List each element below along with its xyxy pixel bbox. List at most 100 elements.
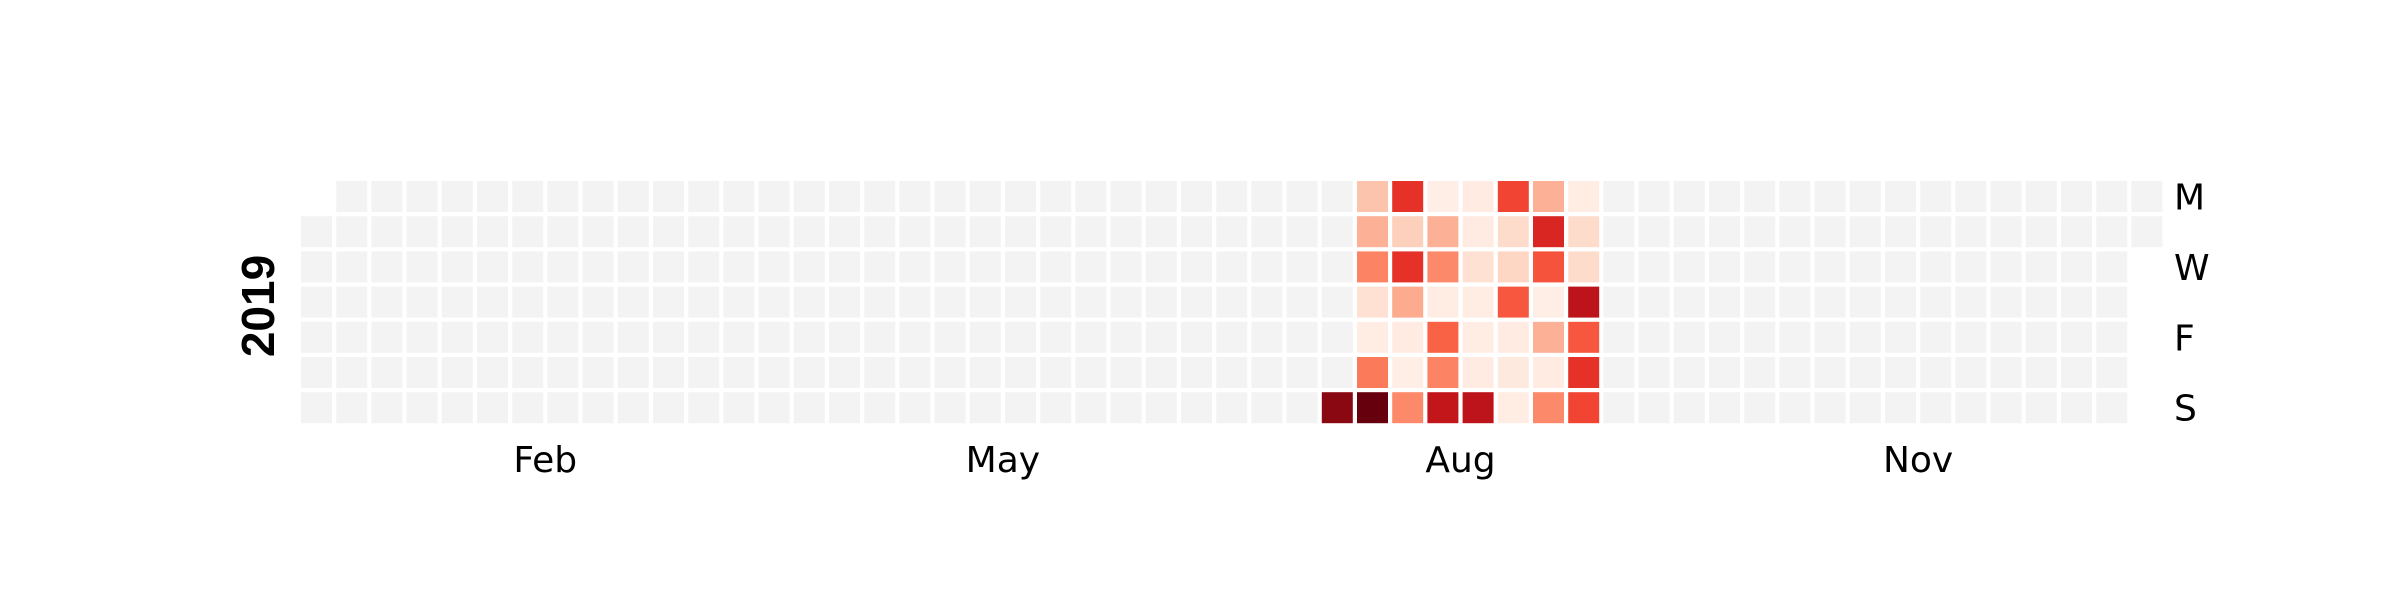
heatmap-cell-active [1462, 181, 1494, 212]
heatmap-cell-empty [1321, 357, 1353, 388]
heatmap-cell-empty [2061, 181, 2092, 212]
heatmap-cell-empty [1849, 216, 1881, 248]
heatmap-cell-empty [723, 286, 755, 318]
heatmap-cell-empty [969, 181, 1001, 212]
heatmap-cell-empty [2096, 392, 2128, 424]
heatmap-cell-empty [2061, 286, 2092, 318]
heatmap-cell-empty [758, 181, 790, 212]
heatmap-cell-empty [441, 181, 473, 212]
heatmap-cell-empty [1920, 181, 1952, 212]
heatmap-cell-active [1568, 286, 1600, 318]
heatmap-cell-empty [441, 216, 473, 248]
heatmap-cell-empty [688, 286, 720, 318]
heatmap-cell-empty [1075, 286, 1107, 318]
month-label: Feb [513, 440, 577, 481]
heatmap-cell-active [1427, 181, 1459, 212]
heatmap-cell-empty [1145, 321, 1177, 353]
heatmap-cell-empty [1603, 216, 1635, 248]
heatmap-cell-empty [1603, 321, 1635, 353]
heatmap-cell-active [1392, 321, 1424, 353]
heatmap-cell-empty [864, 181, 896, 212]
heatmap-cell-empty [2025, 251, 2057, 283]
heatmap-cell-empty [653, 392, 684, 424]
heatmap-cell-empty [1040, 251, 1072, 283]
heatmap-cell-empty [1814, 181, 1846, 212]
heatmap-cell-empty [547, 251, 579, 283]
heatmap-cell-empty [1814, 321, 1846, 353]
heatmap-cell-empty [547, 181, 579, 212]
heatmap-cell-active [1568, 251, 1600, 283]
heatmap-cell-active [1427, 286, 1459, 318]
heatmap-cell-empty [1005, 181, 1036, 212]
heatmap-cell-empty [2061, 216, 2092, 248]
heatmap-cell-empty [1040, 181, 1072, 212]
heatmap-cell-empty [617, 286, 649, 318]
heatmap-cell-active [1568, 321, 1600, 353]
heatmap-cell-empty [1744, 321, 1776, 353]
heatmap-cell-empty [1955, 251, 1987, 283]
heatmap-cell-empty [899, 357, 931, 388]
heatmap-cell-empty [969, 321, 1001, 353]
heatmap-cell-empty [934, 181, 966, 212]
heatmap-cell-empty [1251, 357, 1283, 388]
heatmap-cell-empty [1005, 357, 1036, 388]
heatmap-cell-empty [829, 357, 860, 388]
heatmap-cell-empty [1744, 251, 1776, 283]
heatmap-cell-empty [864, 216, 896, 248]
heatmap-cell-active [1462, 392, 1494, 424]
heatmap-cell-empty [1885, 392, 1916, 424]
heatmap-cell-empty [441, 392, 473, 424]
heatmap-cell-active [1497, 286, 1529, 318]
heatmap-cell-empty [617, 321, 649, 353]
heatmap-cell-empty [723, 392, 755, 424]
heatmap-cell-empty [1286, 357, 1318, 388]
heatmap-cell-empty [1920, 321, 1952, 353]
heatmap-cell-active [1427, 251, 1459, 283]
heatmap-cell-active [1392, 286, 1424, 318]
heatmap-cell-empty [1744, 286, 1776, 318]
heatmap-cell-empty [1321, 216, 1353, 248]
heatmap-cell-empty [1638, 251, 1670, 283]
heatmap-cell-empty [1885, 321, 1916, 353]
heatmap-cell-empty [582, 357, 614, 388]
heatmap-cell-empty [1181, 286, 1212, 318]
heatmap-cell-active [1357, 181, 1388, 212]
heatmap-cell-empty [1145, 251, 1177, 283]
month-label: Aug [1425, 440, 1495, 481]
heatmap-cell-empty [969, 357, 1001, 388]
heatmap-cell-empty [441, 251, 473, 283]
heatmap-cell-empty [1145, 181, 1177, 212]
heatmap-cell-empty [1110, 321, 1142, 353]
heatmap-cell-empty [1779, 392, 1811, 424]
heatmap-cell-empty [547, 216, 579, 248]
heatmap-cell-empty [582, 216, 614, 248]
heatmap-cell-empty [2025, 321, 2057, 353]
heatmap-cell-empty [582, 392, 614, 424]
heatmap-cell-empty [829, 181, 860, 212]
heatmap-cell-empty [1075, 251, 1107, 283]
heatmap-cell-empty [1779, 251, 1811, 283]
heatmap-cell-empty [1638, 357, 1670, 388]
heatmap-cell-active [1427, 321, 1459, 353]
heatmap-cell-empty [829, 392, 860, 424]
heatmap-cell-empty [1849, 251, 1881, 283]
heatmap-cell-empty [1849, 321, 1881, 353]
heatmap-cell-empty [336, 321, 368, 353]
heatmap-cell-empty [477, 392, 508, 424]
heatmap-cell-empty [1286, 251, 1318, 283]
heatmap-cell-empty [934, 392, 966, 424]
year-label: 2019 [232, 255, 284, 357]
heatmap-cell-active [1357, 216, 1388, 248]
heatmap-cell-empty [406, 321, 438, 353]
day-label: M [2174, 178, 2205, 219]
heatmap-cell-empty [301, 251, 332, 283]
heatmap-cell-empty [1955, 392, 1987, 424]
heatmap-cell-empty [2061, 251, 2092, 283]
heatmap-cell-empty [1673, 181, 1705, 212]
heatmap-cell-empty [1005, 216, 1036, 248]
heatmap-cell-empty [1885, 251, 1916, 283]
heatmap-cell-empty [1638, 286, 1670, 318]
day-label: F [2174, 318, 2195, 359]
heatmap-cell-empty [723, 216, 755, 248]
